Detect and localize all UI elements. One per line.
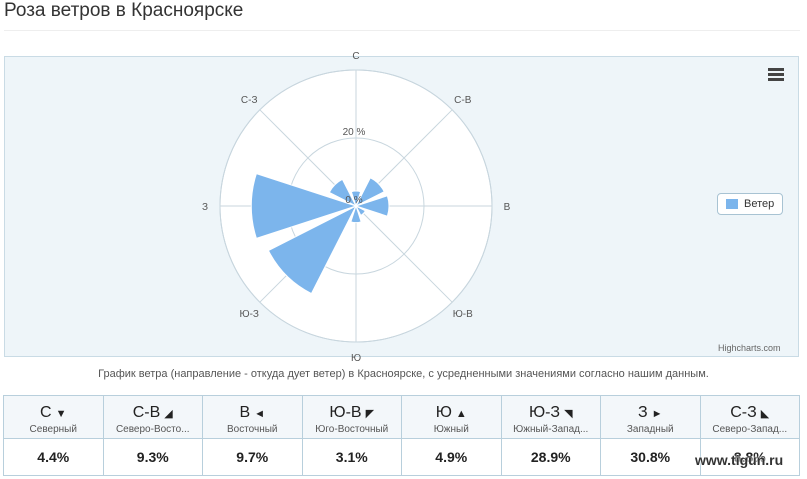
direction-full: Северный [29, 424, 77, 435]
arrow-up-icon: ▲ [455, 408, 467, 420]
arrow-down-icon: ▼ [55, 408, 67, 420]
legend-swatch [726, 199, 738, 209]
table-header-cell: Ю-З ◥ Южный-Запад... [500, 395, 601, 439]
chart-caption: График ветра (направление - откуда дует … [98, 368, 709, 380]
arrow-right-icon: ► [651, 408, 663, 420]
arrow-northwest-icon: ◤ [365, 408, 375, 420]
table-value-cell: 9.3% [102, 438, 203, 476]
wind-sector [267, 204, 358, 295]
table-value-cell: 9.7% [202, 438, 303, 476]
direction-label: Ю-З [239, 309, 258, 320]
direction-label: С-В [454, 95, 472, 106]
direction-label: С [352, 51, 359, 62]
grid-spoke [355, 205, 453, 303]
table-value-cell: 4.9% [401, 438, 502, 476]
direction-short: С-В [132, 404, 161, 421]
wind-sector [354, 177, 385, 208]
title-divider [4, 30, 800, 31]
arrow-left-icon: ◄ [254, 408, 266, 420]
arrow-southeast-icon: ◣ [760, 408, 770, 420]
legend-item[interactable]: Ветер [717, 193, 784, 215]
table-value-cell: 30.8% [600, 438, 701, 476]
table-value-cell: 3.1% [301, 438, 402, 476]
direction-full: Восточный [226, 424, 278, 435]
direction-full: Северо-Восто... [115, 424, 190, 435]
watermark: www.tigun.ru [695, 452, 784, 468]
direction-short: С [40, 404, 52, 421]
wind-sector [328, 178, 358, 208]
table-value-cell: 4.4% [3, 438, 104, 476]
table-header-cell: Ю ▲ Южный [401, 395, 502, 439]
direction-short: Ю-В [329, 404, 362, 421]
direction-full: Северо-Запад... [712, 424, 788, 435]
direction-short: З [637, 404, 648, 421]
arrow-northeast-icon: ◥ [564, 408, 573, 420]
table-value-row: 4.4% 9.3% 9.7% 3.1% 4.9% 28.9% 30.8% 8.8… [3, 438, 800, 476]
wind-sector [250, 173, 358, 239]
direction-short: В [239, 404, 251, 421]
table-header-cell: В ◄ Восточный [202, 395, 303, 439]
direction-label: З [202, 202, 208, 213]
table-header-row: С ▼ Северный С-В ◢ Северо-Восто... В ◄ Восточн… [3, 395, 800, 439]
table-value-cell: 28.9% [500, 438, 601, 476]
page-title: Роза ветров в Красноярске [4, 0, 244, 21]
wind-sector [350, 204, 362, 224]
wind-sector [350, 190, 362, 208]
table-header-cell: С ▼ Северный [3, 395, 104, 439]
direction-short: С-З [730, 404, 757, 421]
legend-label: Ветер [744, 198, 775, 210]
direction-full: Южный-Запад... [513, 424, 589, 435]
wind-table: С ▼ Северный С-В ◢ Северо-Восто... В ◄ Восточн… [3, 395, 800, 476]
direction-label: Ю [351, 353, 361, 364]
direction-full: Юго-Восточный [315, 424, 389, 435]
table-header-cell: С-В ◢ Северо-Восто... [102, 395, 203, 439]
table-value-cell: 8.8% [699, 438, 800, 476]
direction-short: Ю [435, 404, 452, 421]
direction-short: Ю-З [528, 404, 561, 421]
direction-full: Южный [433, 424, 469, 435]
table-header-cell: С-З ◣ Северо-Запад... [699, 395, 800, 439]
wind-sector [354, 195, 390, 217]
direction-label: Ю-В [453, 309, 473, 320]
direction-label: В [504, 202, 511, 213]
wind-sector [354, 204, 367, 217]
table-header-cell: З ► Западный [600, 395, 701, 439]
direction-full: Западный [626, 424, 674, 435]
table-header-cell: Ю-В ◤ Юго-Восточный [301, 395, 402, 439]
chart-menu-icon[interactable] [763, 66, 789, 90]
y-tick-label: 0 % [345, 195, 362, 206]
direction-label: С-З [241, 95, 258, 106]
credits-link[interactable]: Highcharts.com [718, 343, 781, 353]
arrow-southwest-icon: ◢ [164, 408, 173, 420]
y-tick-label: 20 % [343, 127, 366, 138]
